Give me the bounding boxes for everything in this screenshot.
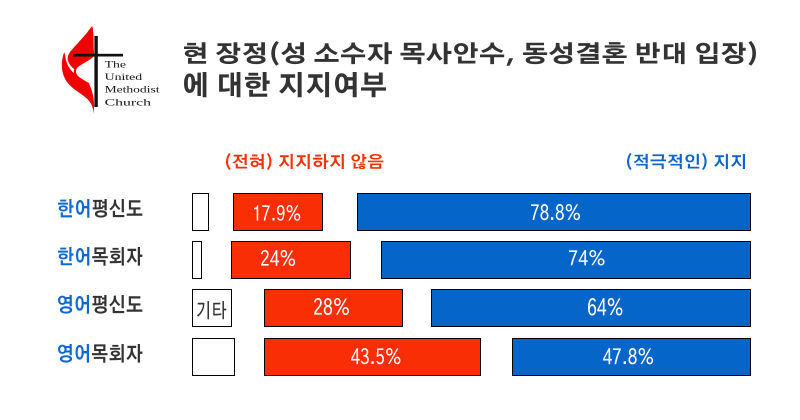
svg-text:The: The [105,60,127,71]
svg-text:United: United [105,72,143,83]
svg-text:Church: Church [105,97,152,108]
svg-text:Methodist: Methodist [105,85,160,96]
